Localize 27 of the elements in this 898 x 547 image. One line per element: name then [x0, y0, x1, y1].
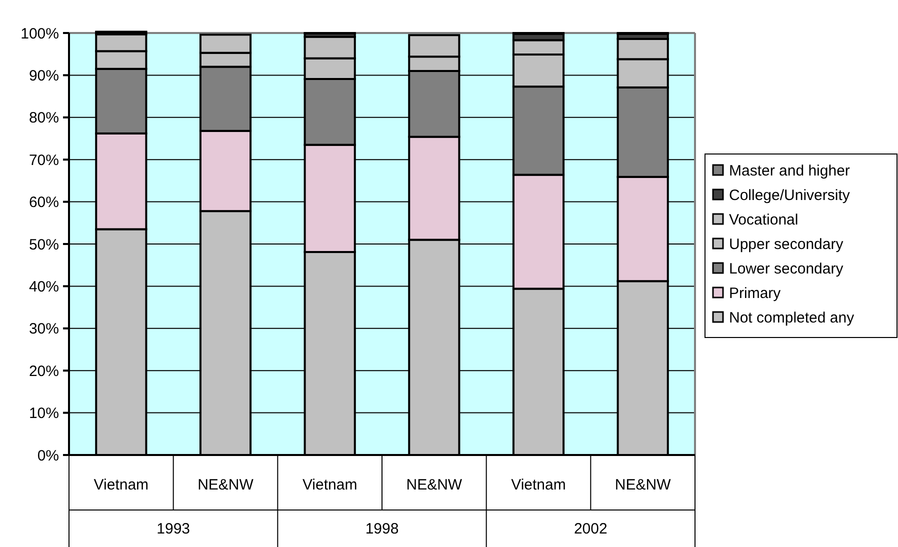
y-tick-label: 30%	[28, 320, 59, 338]
text: 2002	[574, 520, 608, 538]
x-tick-label: NE&NW	[198, 476, 254, 494]
x-tick-label: Vietnam	[302, 476, 358, 494]
y-tick-label: 70%	[28, 152, 59, 169]
legend-label: Master and higher	[729, 162, 850, 180]
legend-label: Not completed any	[729, 309, 855, 326]
x-tick-label: Vietnam	[94, 476, 149, 494]
y-tick-label: 40%	[28, 278, 59, 296]
legend-label: College/University	[729, 186, 850, 204]
legend-label: Lower secondary	[729, 260, 844, 278]
legend-label: Primary	[729, 284, 782, 302]
y-tick-label: 80%	[28, 110, 59, 127]
x-tick-label: NE&NW	[406, 476, 463, 494]
x-tick-label: NE&NW	[614, 476, 672, 494]
y-tick-label: 20%	[28, 362, 59, 380]
y-tick-label: 50%	[28, 236, 59, 254]
legend-label: Vocational	[729, 211, 798, 228]
y-tick-label: 100%	[20, 25, 59, 42]
text: 1993	[156, 520, 190, 538]
y-tick-label: 90%	[28, 67, 59, 84]
x-tick-label: Vietnam	[511, 476, 566, 494]
y-tick-label: 0%	[37, 447, 59, 464]
legend-label: Upper secondary	[729, 236, 844, 253]
text: 1998	[365, 520, 399, 538]
y-tick-label: 10%	[28, 405, 59, 422]
y-tick-label: 60%	[28, 194, 59, 212]
